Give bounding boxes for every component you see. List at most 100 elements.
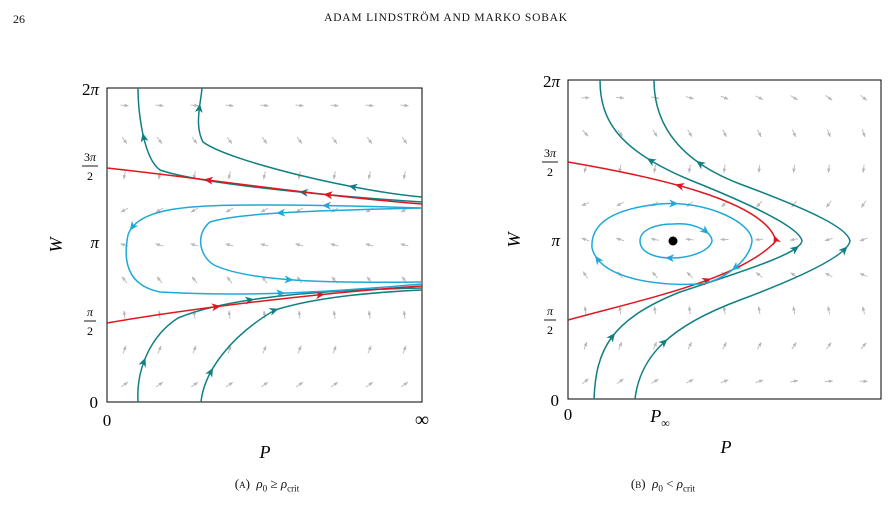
panel-b-vector-arrow (651, 378, 659, 384)
panel-b-vector-arrow (720, 95, 729, 100)
panel-a-orbits (106, 87, 423, 403)
panel-b-vector-arrow (792, 306, 796, 315)
panel-b-ytick-3pi2: 3π (544, 146, 557, 160)
panel-b-vector-arrow (757, 306, 762, 315)
panel-a-vector-arrow (400, 381, 409, 388)
panel-a-vector-arrow (156, 276, 163, 284)
panel-a-vector-arrow (190, 103, 199, 108)
panel-a-vector-arrow (120, 207, 129, 213)
panel-a-vector-field (120, 103, 409, 388)
panel-b-vector-arrow (583, 341, 588, 350)
panel-b-vector-arrow (685, 379, 694, 384)
running-head: ADAM LINDSTRÖM AND MARKO SOBAK (324, 12, 568, 24)
caption-a: (a) ρ0 ≥ ρcrit (234, 476, 300, 494)
panel-a-vector-arrow (331, 136, 338, 144)
panel-a-vector-arrow (262, 310, 267, 319)
panel-b-vector-arrow (789, 237, 799, 242)
panel-a-y-label: W (46, 236, 66, 253)
panel-a-orbit-inner-arrow (276, 289, 286, 298)
panel-a-vector-arrow (192, 345, 197, 354)
panel-b-vector-arrow (582, 378, 589, 385)
panel-a-vector-arrow (262, 345, 267, 354)
panel-b-vector-arrow (791, 342, 797, 350)
caption-b: (b) ρ0 < ρcrit (630, 476, 696, 494)
panel-b-vector-arrow (792, 164, 796, 174)
panel-b-vector-arrow (650, 237, 659, 242)
panel-b-vector-arrow (790, 379, 799, 384)
panel-b-xtick-pinf: P∞ (649, 406, 670, 430)
panel-b-vector-arrow (861, 129, 866, 138)
panel-b-separatrix-arrow (701, 278, 712, 286)
panel-b-orbit-outer-loop-arrow (731, 261, 742, 271)
panel-a-y-ticks: 2π 3π 2 π π 2 0 (82, 80, 100, 412)
svg-text:2: 2 (87, 324, 93, 338)
panel-a-vector-arrow (330, 103, 339, 108)
panel-a-separatrix-upper-arrow (203, 176, 214, 185)
panel-a: 2π 3π 2 π π 2 0 0 ∞ P W (46, 80, 429, 462)
panel-b-orbit-outer-loop-arrow (595, 255, 604, 266)
panel-a-vector-arrow (295, 381, 304, 388)
panel-b-orbits (567, 79, 851, 400)
panel-b-vector-arrow (754, 237, 764, 242)
panel-b-orbit-teal-1-arrow (646, 158, 657, 167)
panel-b-vector-arrow (860, 94, 868, 101)
panel-a-vector-arrow (402, 171, 407, 180)
panel-a-orbit-lower-1-arrow (138, 357, 146, 368)
panel-a-vector-arrow (402, 310, 407, 319)
panel-a-vector-arrow (227, 345, 232, 354)
panel-b-vector-arrow (617, 129, 623, 137)
panel-b-vector-arrow (583, 305, 588, 315)
panel-a-orbit-upper-2-arrow (140, 132, 149, 143)
panel-a-orbit-upper-2-arrow (298, 188, 309, 197)
panel-a-vector-arrow (157, 345, 162, 354)
panel-a-vector-arrow (122, 345, 127, 354)
panel-a-vector-arrow (332, 310, 337, 319)
panel-b-vector-arrow (790, 95, 798, 101)
panel-a-vector-arrow (295, 103, 304, 108)
panel-b-ytick-0: 0 (551, 391, 560, 410)
panel-a-vector-arrow (260, 243, 269, 247)
panel-a-vector-arrow (367, 310, 372, 319)
page-number: 26 (13, 12, 25, 26)
panel-a-orbit-innermost-arrow (276, 208, 286, 217)
panel-a-ytick-pi: π (90, 233, 99, 252)
panel-a-vector-arrow (296, 136, 303, 144)
panel-b-vector-arrow (792, 129, 797, 138)
panel-a-vector-arrow (225, 381, 234, 388)
panel-a-vector-arrow (225, 243, 234, 247)
panel-a-vector-arrow (401, 136, 408, 144)
panel-b-orbit-outer-loop (591, 202, 753, 286)
panel-a-vector-arrow (295, 243, 304, 247)
panel-a-vector-arrow (330, 381, 339, 388)
panel-a-vector-arrow (191, 136, 198, 144)
panel-b-vector-arrow (583, 164, 588, 173)
panel-b-vector-arrow (757, 164, 762, 174)
panel-b-orbit-teal-1-arrow (789, 245, 800, 255)
svg-text:2: 2 (87, 169, 93, 183)
panel-a-xtick-inf: ∞ (415, 409, 429, 431)
panel-b-vector-arrow (791, 200, 797, 208)
panel-a-vector-arrow (330, 243, 339, 247)
panel-b-ytick-2pi: 2π (543, 72, 561, 91)
panel-b-vector-arrow (756, 341, 762, 350)
panel-b-orbit-inner-loop-arrow (699, 225, 710, 235)
panel-b-vector-arrow (653, 305, 657, 315)
panel-a-vector-arrow (367, 345, 372, 354)
panel-a-separatrix-lower-arrow (315, 291, 325, 300)
svg-text:2: 2 (547, 323, 553, 337)
panel-b-vector-arrow (825, 95, 833, 101)
panel-a-vector-arrow (155, 103, 164, 108)
panel-a-orbit-upper-1-arrow (348, 183, 358, 192)
panel-a-vector-arrow (260, 207, 269, 213)
panel-a-vector-arrow (225, 103, 234, 108)
panel-b-vector-arrow (686, 271, 693, 279)
panel-a-vector-arrow (227, 310, 232, 319)
panel-b-vector-arrow (860, 342, 867, 350)
panel-b-vector-arrow (616, 95, 625, 100)
panel-a-orbit-lower-2-arrow (205, 367, 214, 378)
panel-a-vector-arrow (262, 171, 267, 180)
panel-a-orbit-lower-2 (200, 289, 423, 403)
panel-a-vector-arrow (400, 103, 409, 108)
panel-b-orbit-inner-loop-arrow (665, 254, 675, 263)
panel-a-vector-arrow (297, 345, 302, 354)
